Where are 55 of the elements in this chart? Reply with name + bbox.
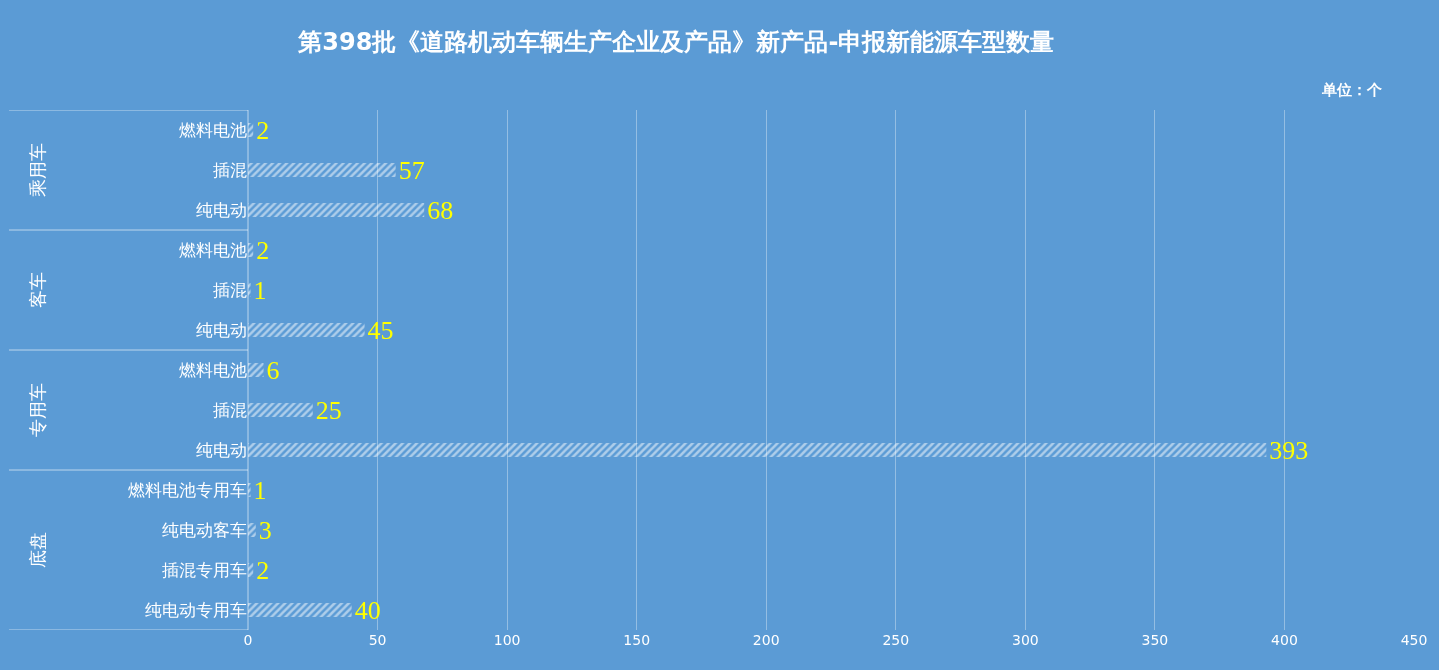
x-tick-label: 400 <box>1271 632 1298 648</box>
y-tick-label: 插混 <box>213 399 247 420</box>
x-tick-label: 100 <box>493 632 521 648</box>
data-label: 45 <box>367 315 394 345</box>
bar <box>248 123 254 137</box>
data-label: 40 <box>354 595 381 625</box>
bar <box>248 523 256 537</box>
chart-title: 第398批《道路机动车辆生产企业及产品》新产品-申报新能源车型数量 <box>297 28 1055 57</box>
y-tick-label: 燃料电池 <box>179 119 247 140</box>
x-tick-label: 450 <box>1400 632 1428 648</box>
data-label: 1 <box>253 475 267 505</box>
y-tick-label: 燃料电池 <box>179 359 247 380</box>
y-tick-label: 燃料电池专用车 <box>128 479 247 500</box>
bar <box>248 603 352 617</box>
y-tick-label: 插混专用车 <box>162 559 247 580</box>
data-label: 68 <box>427 195 454 225</box>
text: 底盘 <box>26 531 48 568</box>
data-label: 57 <box>398 155 425 185</box>
bar <box>248 283 251 297</box>
data-label: 3 <box>258 515 272 545</box>
y-tick-label: 纯电动 <box>196 199 247 220</box>
x-tick-label: 300 <box>1011 632 1039 648</box>
text: 乘用车 <box>26 142 48 197</box>
y-tick-label: 纯电动 <box>196 439 247 460</box>
y-tick-label: 纯电动 <box>196 319 247 340</box>
data-label: 2 <box>256 555 270 585</box>
y-tick-label: 插混 <box>213 159 247 180</box>
data-label: 2 <box>256 115 270 145</box>
y-tick-label: 纯电动专用车 <box>145 599 247 620</box>
bar <box>248 403 313 417</box>
y-tick-label: 插混 <box>213 279 247 300</box>
data-label: 2 <box>256 235 270 265</box>
y-tick-label: 燃料电池 <box>179 239 247 260</box>
data-label: 6 <box>266 355 280 385</box>
bar <box>248 243 254 257</box>
bar <box>248 563 254 577</box>
data-label: 25 <box>315 395 342 425</box>
x-tick-label: 200 <box>752 632 780 648</box>
text: 单位：个 <box>1321 81 1383 99</box>
bar <box>248 443 1267 457</box>
y-tick-label: 纯电动客车 <box>162 519 247 540</box>
x-tick-label: 50 <box>368 632 387 648</box>
bar <box>248 483 251 497</box>
bar <box>248 203 425 217</box>
x-tick-label: 250 <box>882 632 910 648</box>
x-tick-label: 350 <box>1141 632 1169 648</box>
bar <box>248 363 264 377</box>
data-label: 393 <box>1269 435 1309 465</box>
text: 专用车 <box>26 382 48 437</box>
x-tick-label: 150 <box>623 632 651 648</box>
bar <box>248 323 365 337</box>
x-tick-label: 0 <box>243 632 253 648</box>
text: 客车 <box>26 271 48 308</box>
data-label: 1 <box>253 275 267 305</box>
bar <box>248 163 396 177</box>
